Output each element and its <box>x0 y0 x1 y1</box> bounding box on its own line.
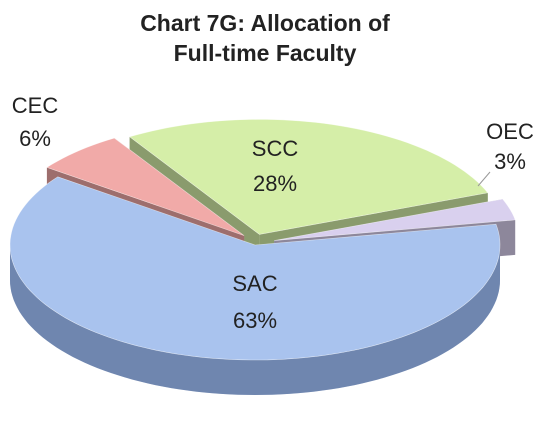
slice-top <box>128 119 489 235</box>
slice-label: OEC <box>486 119 534 144</box>
slice-label: SAC <box>232 271 277 296</box>
slice-value-label: 6% <box>19 126 51 151</box>
slice-side <box>10 245 500 395</box>
slice-value-label: 63% <box>233 308 277 333</box>
slice-value-label: 3% <box>494 149 526 174</box>
slice-value-label: 28% <box>253 171 297 196</box>
slice-top <box>274 198 516 241</box>
slice-label: CEC <box>12 93 59 118</box>
slice-label: SCC <box>252 136 299 161</box>
leader-line <box>477 171 491 187</box>
slice-side-shade <box>10 245 500 395</box>
slice-top <box>46 137 245 236</box>
slice-top <box>9 176 501 361</box>
chart-title: Chart 7G: Allocation of Full-time Facult… <box>140 10 390 66</box>
pie-slice <box>9 176 501 395</box>
